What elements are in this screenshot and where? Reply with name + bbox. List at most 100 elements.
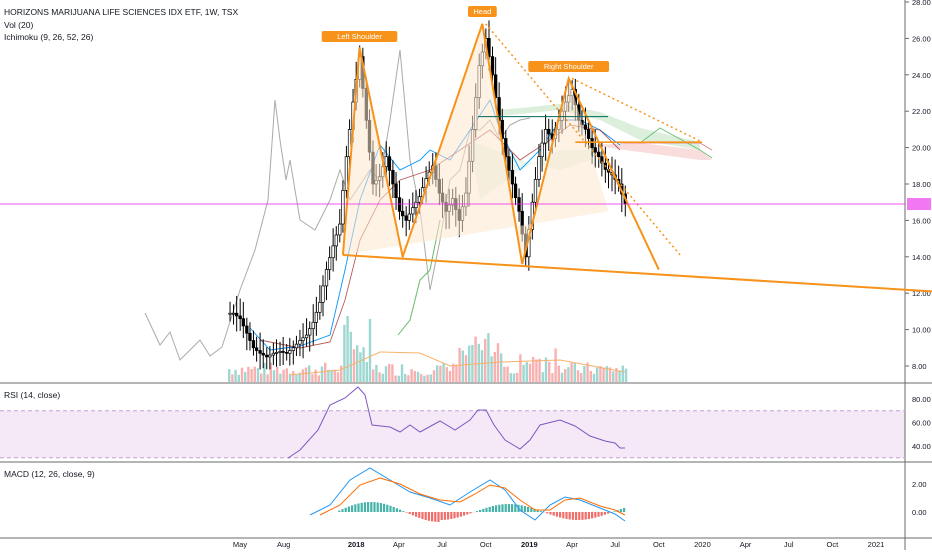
macd-histogram-bar bbox=[623, 508, 625, 512]
candle-body bbox=[242, 319, 245, 326]
macd-histogram-bar bbox=[450, 512, 452, 519]
candle-body bbox=[262, 353, 265, 355]
volume-bar bbox=[369, 319, 371, 382]
candle-body bbox=[388, 157, 391, 171]
time-tick-label: Oct bbox=[827, 540, 840, 549]
candle-body bbox=[385, 157, 388, 167]
macd-histogram-bar bbox=[399, 510, 401, 512]
macd-histogram-bar bbox=[604, 512, 606, 515]
volume-bar bbox=[436, 365, 438, 382]
price-tick-label: 10.00 bbox=[912, 326, 931, 335]
volume-bar bbox=[330, 370, 332, 382]
macd-histogram-bar bbox=[357, 503, 359, 512]
macd-histogram-bar bbox=[425, 512, 427, 520]
macd-histogram-bar bbox=[559, 512, 561, 517]
macd-histogram-bar bbox=[569, 512, 571, 519]
macd-histogram-bar bbox=[501, 504, 503, 512]
volume-bar bbox=[548, 362, 550, 382]
macd-histogram-bar bbox=[495, 505, 497, 512]
macd-histogram-bar bbox=[457, 512, 459, 517]
candle-body bbox=[395, 184, 398, 198]
macd-histogram-bar bbox=[594, 512, 596, 518]
volume-bar bbox=[577, 370, 579, 382]
macd-histogram-bar bbox=[553, 512, 555, 516]
price-tick-label: 20.00 bbox=[912, 144, 931, 153]
volume-bar bbox=[231, 374, 233, 382]
candle-body bbox=[491, 57, 494, 75]
volume-bar bbox=[244, 372, 246, 382]
volume-bar bbox=[266, 374, 268, 382]
macd-histogram-bar bbox=[437, 512, 439, 522]
candle-body bbox=[338, 224, 341, 235]
time-tick-label: Jul bbox=[437, 540, 447, 549]
macd-histogram-bar bbox=[428, 512, 430, 521]
volume-bar bbox=[513, 373, 515, 382]
candle-body bbox=[392, 170, 395, 184]
volume-bar bbox=[247, 367, 249, 382]
candle-body bbox=[514, 184, 517, 198]
volume-bar bbox=[276, 367, 278, 382]
volume-bar bbox=[238, 375, 240, 382]
candle-body bbox=[408, 214, 411, 220]
volume-bar bbox=[334, 370, 336, 382]
volume-bar bbox=[433, 370, 435, 382]
volume-bar bbox=[260, 374, 262, 382]
volume-bar bbox=[241, 368, 243, 382]
candle-body bbox=[315, 312, 318, 322]
candle-body bbox=[401, 211, 404, 216]
macd-histogram-bar bbox=[338, 511, 340, 512]
volume-bar bbox=[519, 354, 521, 382]
volume-bar bbox=[490, 356, 492, 382]
candle-body bbox=[292, 348, 295, 351]
current-price-tag bbox=[907, 198, 931, 210]
macd-histogram-bar bbox=[380, 503, 382, 512]
macd-histogram-bar bbox=[460, 512, 462, 517]
macd-histogram-bar bbox=[367, 502, 369, 512]
candle-body bbox=[288, 351, 291, 354]
candle-body bbox=[275, 352, 278, 353]
candle-body bbox=[246, 326, 249, 333]
candle-body bbox=[319, 302, 322, 312]
volume-legend: Vol (20) bbox=[4, 20, 33, 30]
candle-body bbox=[332, 246, 335, 258]
volume-bar bbox=[273, 370, 275, 382]
macd-histogram-bar bbox=[479, 510, 481, 512]
volume-bar bbox=[462, 350, 464, 382]
candle-body bbox=[587, 129, 590, 138]
candle-body bbox=[285, 352, 288, 353]
volume-bar bbox=[257, 368, 259, 382]
macd-histogram-bar bbox=[585, 512, 587, 520]
volume-bar bbox=[484, 339, 486, 382]
candle-body bbox=[235, 313, 238, 316]
volume-bar bbox=[593, 374, 595, 382]
volume-bar bbox=[417, 372, 419, 382]
volume-bar bbox=[337, 372, 339, 382]
volume-bar bbox=[359, 352, 361, 382]
price-tick-label: 22.00 bbox=[912, 107, 931, 116]
left-shoulder-label: Left Shoulder bbox=[337, 32, 382, 41]
volume-bar bbox=[353, 349, 355, 382]
macd-histogram-bar bbox=[370, 502, 372, 512]
volume-bar bbox=[228, 369, 230, 382]
price-tick-label: 24.00 bbox=[912, 71, 931, 80]
macd-histogram-bar bbox=[345, 508, 347, 512]
ichimoku-legend: Ichimoku (9, 26, 52, 26) bbox=[4, 32, 93, 42]
macd-histogram-bar bbox=[453, 512, 455, 518]
volume-bar bbox=[302, 369, 304, 382]
candle-body bbox=[342, 190, 345, 224]
volume-bar bbox=[478, 344, 480, 382]
volume-bar bbox=[305, 368, 307, 382]
volume-bar bbox=[538, 359, 540, 382]
macd-histogram-bar bbox=[572, 512, 574, 520]
volume-bar bbox=[311, 374, 313, 382]
macd-histogram-bar bbox=[421, 512, 423, 519]
volume-bar bbox=[286, 368, 288, 382]
volume-bar bbox=[321, 366, 323, 382]
macd-histogram-bar bbox=[581, 512, 583, 520]
volume-bar bbox=[282, 370, 284, 382]
candle-body bbox=[265, 355, 268, 357]
macd-histogram-bar bbox=[482, 509, 484, 512]
candle-body bbox=[584, 125, 587, 130]
candle-body bbox=[305, 335, 308, 338]
price-tick-label: 8.00 bbox=[912, 362, 927, 371]
